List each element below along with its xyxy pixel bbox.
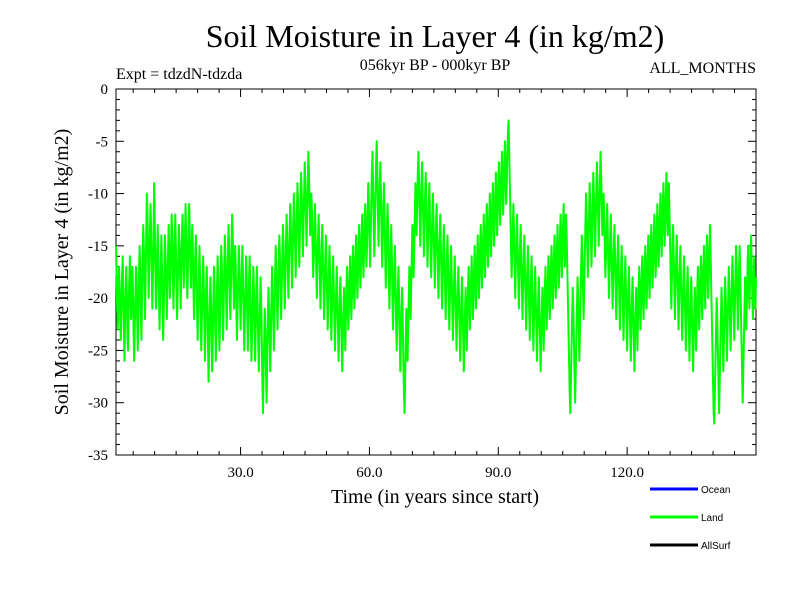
x-tick-label: 90.0 [485,465,511,481]
y-tick-label: -30 [88,396,108,412]
x-axis-label: Time (in years since start) [331,486,539,508]
x-tick-label: 120.0 [610,465,644,481]
experiment-label: Expt = tdzdN-tdzda [116,66,242,83]
legend-label-land: Land [701,513,723,524]
legend-label-allsurf: AllSurf [701,541,731,552]
x-tick-label: 30.0 [227,465,253,481]
y-tick-label: -5 [96,134,109,150]
series-group [115,119,757,425]
y-tick-label: -20 [88,291,108,307]
chart-title: Soil Moisture in Layer 4 (in kg/m2) [206,18,665,54]
y-tick-label: -10 [88,187,108,203]
months-label: ALL_MONTHS [649,60,756,77]
period-label: 056kyr BP - 000kyr BP [360,57,511,74]
series-line-land [115,119,757,425]
y-tick-label: -35 [88,448,108,464]
legend-label-ocean: Ocean [701,485,730,496]
y-axis-ticks: 0 -5 -10 -15 -20 -25 -30 -35 [88,82,756,464]
y-tick-label: -15 [88,239,108,255]
x-axis-ticks: 30.0 60.0 90.0 120.0 [132,89,736,481]
y-tick-label: 0 [101,82,109,98]
y-axis-label: Soil Moisture in Layer 4 (in kg/m2) [51,129,73,416]
x-tick-label: 60.0 [356,465,382,481]
y-tick-label: -25 [88,343,108,359]
legend: Ocean Land AllSurf [650,485,731,552]
